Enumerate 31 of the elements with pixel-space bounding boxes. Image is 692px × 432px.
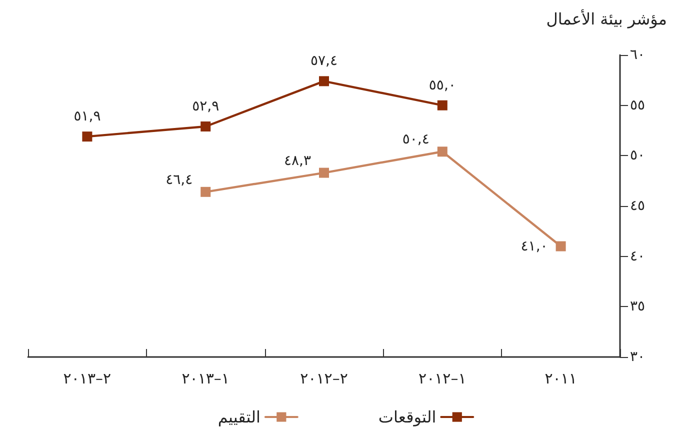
data-label: ٤١,٠ (520, 238, 548, 254)
x-tick-label: ٢٠١١ (544, 370, 577, 388)
data-label: ٥٧,٤ (310, 53, 338, 70)
y-tick-label: ٦٠ (630, 47, 646, 63)
y-tick-label: ٥٥ (630, 97, 646, 114)
y-axis-title: مؤشر بيئة الأعمال (546, 8, 667, 28)
y-tick-label: ٤٠ (630, 248, 646, 264)
y-tick-label: ٤٥ (630, 198, 646, 214)
x-tick-label: ١–٢٠١٣ (182, 370, 230, 388)
point (319, 76, 329, 86)
y-tick-label: ٣٥ (630, 298, 646, 315)
data-label: ٥٢,٩ (192, 98, 220, 114)
data-label: ٥٠,٤ (402, 132, 430, 148)
x-tick-label: ٢–٢٠١٣ (63, 370, 112, 388)
data-label: ٥١,٩ (74, 108, 101, 125)
legend-label: التوقعات (378, 408, 436, 426)
point (319, 168, 329, 178)
y-tick-label: ٣٠ (630, 349, 646, 365)
data-label: ٤٦,٤ (166, 172, 193, 188)
data-label: ٥٥,٠ (428, 77, 456, 94)
point (437, 100, 448, 110)
point (200, 121, 211, 132)
point (82, 132, 92, 142)
x-tick-label: ٢–٢٠١٢ (300, 370, 348, 388)
y-tick-label: ٥٠ (630, 148, 646, 164)
point (437, 146, 448, 157)
point (556, 241, 566, 252)
x-tick-label: ١–٢٠١٢ (418, 370, 466, 388)
legend-label: التقييم (218, 408, 260, 426)
point (200, 186, 211, 197)
data-label: ٤٨,٣ (284, 152, 312, 169)
